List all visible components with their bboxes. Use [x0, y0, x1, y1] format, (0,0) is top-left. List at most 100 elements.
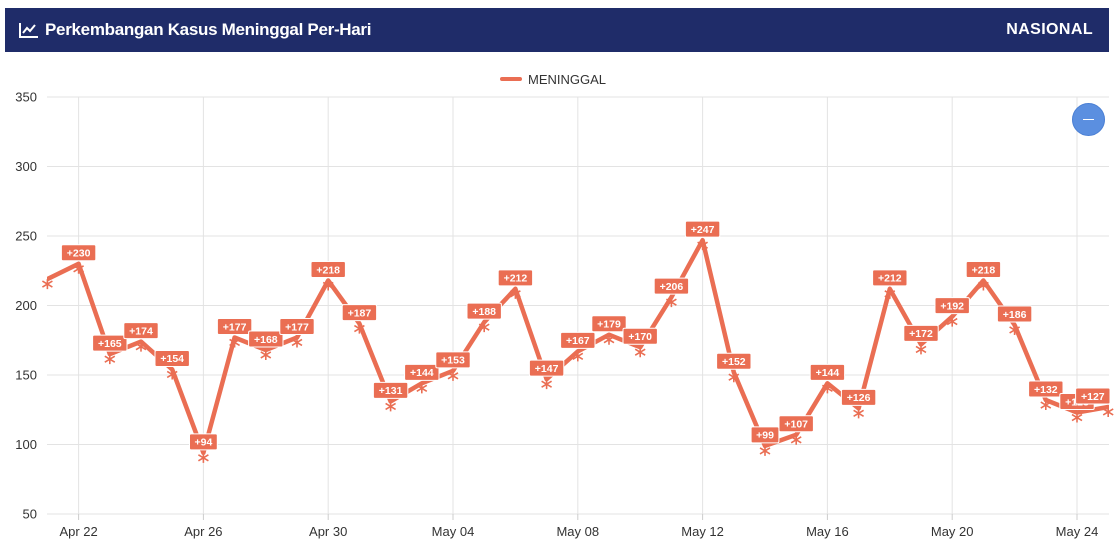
data-label-box	[622, 327, 658, 345]
data-point-marker	[665, 297, 677, 308]
data-point[interactable]: +212	[497, 269, 534, 299]
data-point[interactable]: +126	[840, 388, 877, 419]
data-label: +206	[660, 281, 684, 293]
data-label: +144	[410, 367, 434, 379]
data-point[interactable]: +172	[903, 324, 939, 355]
data-point[interactable]: +192	[934, 297, 970, 327]
data-label: +192	[940, 300, 964, 312]
data-point-marker	[291, 337, 303, 348]
data-point-marker	[229, 337, 241, 348]
x-tick-label: May 16	[806, 524, 849, 539]
chart-header: Perkembangan Kasus Meninggal Per-Hari NA…	[5, 8, 1109, 52]
data-point-marker	[634, 347, 646, 358]
data-point[interactable]: +144	[809, 363, 846, 394]
legend-swatch	[500, 77, 522, 81]
data-label-box	[497, 269, 534, 287]
chart-title-group: Perkembangan Kasus Meninggal Per-Hari	[19, 20, 371, 40]
zoom-out-button[interactable]	[1072, 103, 1105, 136]
y-tick-label: 200	[15, 298, 37, 313]
data-label-box	[248, 330, 284, 348]
data-label-box	[372, 381, 409, 399]
data-point[interactable]: +247	[684, 220, 721, 251]
data-label: +179	[597, 318, 621, 330]
data-point[interactable]: +218	[310, 260, 346, 291]
data-point[interactable]: +165	[92, 334, 128, 365]
data-label: +186	[1003, 309, 1027, 321]
data-point[interactable]: +167	[560, 331, 596, 362]
data-label-box	[435, 351, 471, 369]
data-point[interactable]: +127	[1075, 387, 1114, 417]
data-point-marker	[1040, 400, 1052, 411]
data-point[interactable]: +212	[872, 269, 908, 299]
data-label: +188	[472, 306, 496, 318]
data-point-marker	[509, 288, 521, 299]
data-point[interactable]: +147	[528, 359, 565, 390]
data-point-marker	[73, 263, 85, 274]
data-point[interactable]: +154	[154, 349, 190, 380]
data-point-marker	[884, 288, 896, 299]
data-point-marker	[416, 383, 428, 394]
data-point-marker	[821, 383, 833, 394]
legend-item-meninggal[interactable]: MENINGGAL	[500, 70, 606, 88]
data-label-box	[1075, 387, 1111, 405]
data-point[interactable]: +174	[123, 322, 159, 352]
data-point[interactable]: +132	[1028, 380, 1064, 411]
x-tick-label: May 08	[556, 524, 599, 539]
data-label-box	[92, 334, 128, 352]
data-point[interactable]: +94	[189, 433, 218, 463]
data-label: +144	[816, 367, 840, 379]
data-point-marker	[853, 408, 865, 419]
x-tick-label: Apr 22	[59, 524, 97, 539]
data-point[interactable]: +168	[248, 330, 284, 360]
data-point[interactable]: +177	[216, 317, 253, 348]
data-point[interactable]: +186	[996, 305, 1033, 335]
data-point-marker	[166, 369, 178, 380]
data-label: +127	[1081, 391, 1105, 403]
x-tick-label: May 24	[1056, 524, 1099, 539]
y-tick-label: 300	[15, 159, 37, 174]
data-label-box	[123, 322, 159, 340]
data-point-marker	[104, 354, 116, 365]
data-label-box	[560, 331, 596, 349]
data-label-box	[279, 317, 315, 335]
data-point[interactable]: +218	[965, 260, 1002, 291]
y-tick-label: 50	[23, 507, 37, 522]
data-label: +212	[504, 273, 528, 285]
data-label: +152	[722, 356, 746, 368]
data-point-marker	[197, 452, 209, 463]
data-point[interactable]: +187	[341, 304, 378, 334]
data-point[interactable]: +153	[435, 351, 471, 381]
y-tick-label: 250	[15, 229, 37, 244]
data-point-marker	[572, 351, 584, 362]
data-point[interactable]	[41, 279, 53, 290]
data-label: +168	[254, 334, 278, 346]
data-point-marker	[478, 322, 490, 333]
data-point[interactable]: +170	[622, 327, 658, 358]
data-point[interactable]: +188	[466, 302, 502, 333]
x-tick-label: May 20	[931, 524, 974, 539]
data-point[interactable]: +107	[778, 415, 814, 445]
data-point[interactable]: +99	[750, 426, 780, 456]
data-point[interactable]: +152	[716, 352, 752, 383]
data-label: +153	[441, 355, 465, 367]
x-tick-label: May 12	[681, 524, 724, 539]
data-label: +107	[784, 419, 808, 431]
data-label-box	[528, 359, 565, 377]
data-point[interactable]: +230	[60, 244, 97, 274]
data-point[interactable]: +144	[404, 363, 440, 394]
data-label-box	[216, 317, 253, 335]
data-label-box	[404, 363, 440, 381]
data-label: +94	[194, 437, 212, 449]
data-point[interactable]: +179	[591, 315, 627, 345]
data-point[interactable]: +206	[653, 277, 690, 308]
data-point-marker	[915, 344, 927, 355]
data-label: +218	[972, 264, 996, 276]
data-point-marker	[946, 316, 958, 327]
data-point-marker	[1071, 412, 1083, 423]
data-point[interactable]: +131	[372, 381, 409, 412]
data-label: +172	[909, 328, 933, 340]
data-label-box	[154, 349, 190, 367]
data-point-marker	[728, 372, 740, 383]
data-label: +131	[379, 385, 403, 397]
data-point[interactable]: +177	[279, 317, 315, 348]
